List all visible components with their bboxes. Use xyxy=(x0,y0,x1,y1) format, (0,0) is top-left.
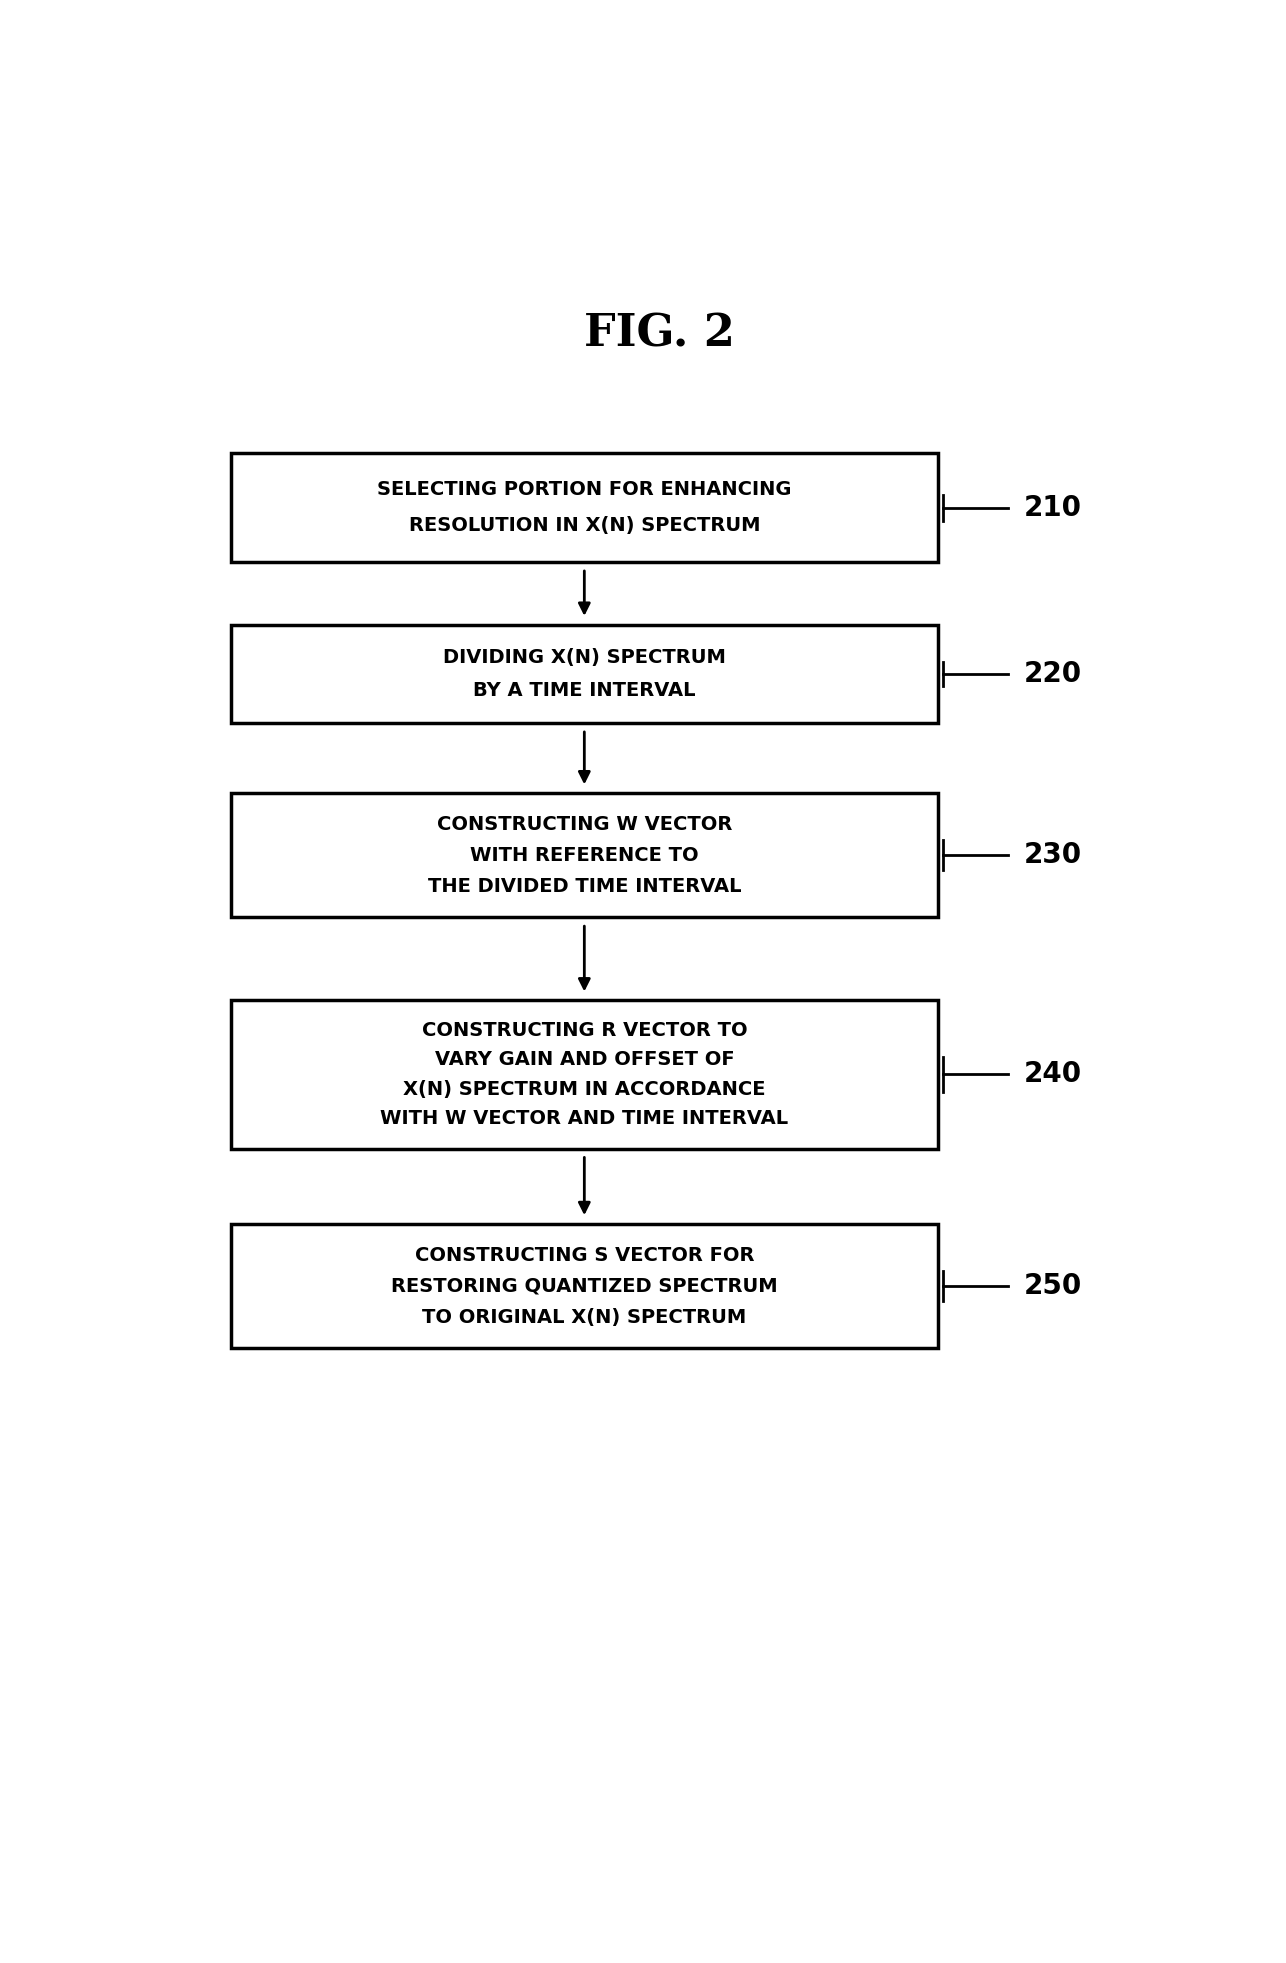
Text: RESOLUTION IN X(N) SPECTRUM: RESOLUTION IN X(N) SPECTRUM xyxy=(409,516,760,536)
Text: 210: 210 xyxy=(1024,493,1082,522)
Text: RESTORING QUANTIZED SPECTRUM: RESTORING QUANTIZED SPECTRUM xyxy=(391,1276,778,1296)
Text: SELECTING PORTION FOR ENHANCING: SELECTING PORTION FOR ENHANCING xyxy=(377,481,792,499)
Bar xyxy=(230,453,939,561)
Bar xyxy=(230,1225,939,1349)
Text: THE DIVIDED TIME INTERVAL: THE DIVIDED TIME INTERVAL xyxy=(427,877,741,895)
Text: 220: 220 xyxy=(1024,660,1082,687)
Bar xyxy=(230,624,939,722)
Bar xyxy=(230,1001,939,1148)
Text: 240: 240 xyxy=(1024,1060,1082,1088)
Text: CONSTRUCTING S VECTOR FOR: CONSTRUCTING S VECTOR FOR xyxy=(414,1247,754,1264)
Text: DIVIDING X(N) SPECTRUM: DIVIDING X(N) SPECTRUM xyxy=(442,648,725,667)
Text: WITH W VECTOR AND TIME INTERVAL: WITH W VECTOR AND TIME INTERVAL xyxy=(381,1109,788,1129)
Text: VARY GAIN AND OFFSET OF: VARY GAIN AND OFFSET OF xyxy=(435,1050,734,1070)
Bar xyxy=(230,793,939,917)
Text: BY A TIME INTERVAL: BY A TIME INTERVAL xyxy=(473,681,696,699)
Text: CONSTRUCTING W VECTOR: CONSTRUCTING W VECTOR xyxy=(437,815,732,834)
Text: 250: 250 xyxy=(1024,1272,1082,1300)
Text: FIG. 2: FIG. 2 xyxy=(584,312,734,355)
Text: CONSTRUCTING R VECTOR TO: CONSTRUCTING R VECTOR TO xyxy=(422,1021,747,1040)
Text: 230: 230 xyxy=(1024,842,1082,870)
Text: X(N) SPECTRUM IN ACCORDANCE: X(N) SPECTRUM IN ACCORDANCE xyxy=(403,1080,765,1099)
Text: WITH REFERENCE TO: WITH REFERENCE TO xyxy=(469,846,698,866)
Text: TO ORIGINAL X(N) SPECTRUM: TO ORIGINAL X(N) SPECTRUM xyxy=(422,1307,746,1327)
